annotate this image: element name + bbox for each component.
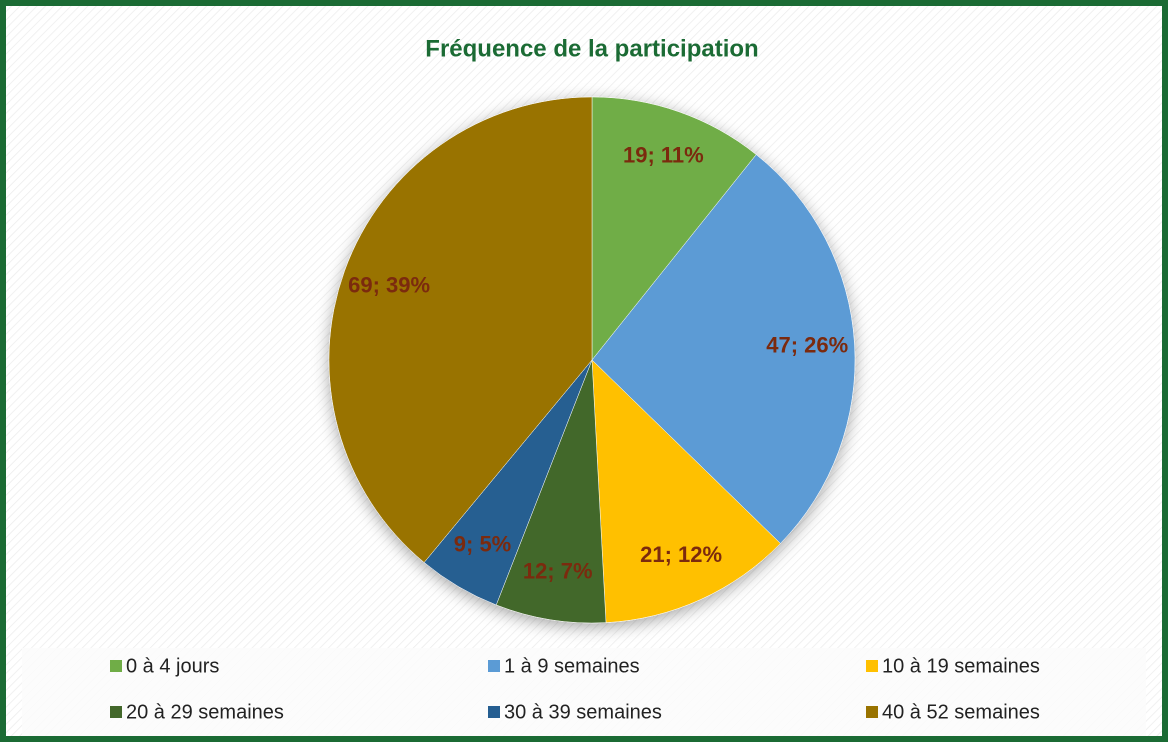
legend-swatch: [866, 660, 878, 672]
data-label: 19; 11%: [623, 142, 704, 167]
legend-swatch: [488, 706, 500, 718]
legend-swatch: [866, 706, 878, 718]
pie-slice: [495, 359, 607, 624]
data-label: 9; 5%: [454, 532, 511, 557]
legend-box: [22, 648, 1146, 736]
data-label: 12; 7%: [523, 559, 593, 584]
pie-slice: [591, 96, 757, 361]
legend-label: 1 à 9 semaines: [504, 655, 640, 677]
pie-slice: [591, 154, 856, 544]
pie: [328, 96, 856, 624]
chart-title: Fréquence de la participation: [425, 35, 758, 62]
legend-label: 20 à 29 semaines: [126, 701, 284, 723]
pie-slice: [328, 96, 593, 563]
legend-swatch: [110, 660, 122, 672]
legend-label: 40 à 52 semaines: [882, 701, 1040, 723]
legend-swatch: [110, 706, 122, 718]
legend-label: 30 à 39 semaines: [504, 701, 662, 723]
pie-slice: [591, 359, 781, 623]
legend-swatch: [488, 660, 500, 672]
data-label: 21; 12%: [640, 542, 722, 567]
legend-label: 0 à 4 jours: [126, 655, 219, 677]
data-label: 47; 26%: [766, 332, 848, 357]
legend-label: 10 à 19 semaines: [882, 655, 1040, 677]
data-label: 69; 39%: [348, 273, 430, 298]
